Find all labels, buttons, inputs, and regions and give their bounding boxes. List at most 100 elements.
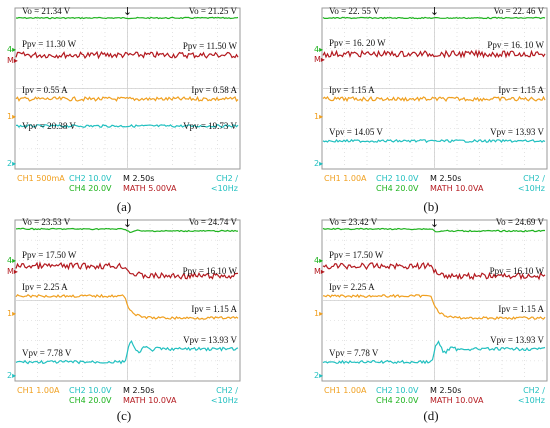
trace-ipv	[15, 293, 239, 320]
scope-d: ↓ 4▸ M▸ 1▸ 2▸ Vo = 23.42 V Vo = 24.69 V Ppv = 1…	[314, 217, 548, 404]
readout-ch4: CH4 20.0V	[376, 396, 419, 404]
label-vo-left: Vo = 22. 55 V	[329, 6, 380, 16]
label-ipv-right: Ipv = 0.58 A	[191, 85, 237, 95]
readout-ch2: CH2 10.0V	[69, 386, 112, 395]
panel-d: ↓ 4▸ M▸ 1▸ 2▸ Vo = 23.42 V Vo = 24.69 V Ppv = 1…	[312, 216, 550, 428]
label-ppv-left: Ppv = 17.50 W	[22, 250, 77, 260]
channel-marker-1: 1▸	[314, 112, 323, 121]
trigger-arrow-icon: ↓	[123, 217, 132, 230]
label-vpv-left: Vpv = 7.78 V	[329, 348, 379, 358]
label-vo-left: Vo = 23.53 V	[22, 217, 71, 227]
trace-vo	[15, 227, 239, 234]
channel-marker-1: 1▸	[314, 309, 323, 318]
channel-marker-4: 4▸	[7, 256, 16, 265]
readout-bandwidth: <10Hz	[211, 184, 238, 192]
trace-vpv	[322, 340, 546, 365]
panel-a: ↓ 4▸ M▸ 1▸ 2▸ Vo = 21.34 V Vo = 21.25 V Ppv = 1…	[5, 4, 243, 216]
scope-c: ↓ 4▸ M▸ 1▸ 2▸ Vo = 23.53 V Vo = 24.74 V Ppv = 1…	[7, 217, 241, 404]
label-ipv-right: Ipv = 1.15 A	[498, 85, 544, 95]
trace-vpv	[322, 138, 546, 144]
channel-marker-M: M▸	[314, 55, 325, 64]
readout-ch2: CH2 10.0V	[376, 174, 419, 183]
label-ppv-left: Ppv = 16. 20 W	[329, 38, 386, 48]
label-vpv-right: Vpv = 13.93 V	[490, 127, 544, 137]
channel-marker-1: 1▸	[7, 309, 16, 318]
panel-c: ↓ 4▸ M▸ 1▸ 2▸ Vo = 23.53 V Vo = 24.74 V Ppv = 1…	[5, 216, 243, 428]
label-vpv-left: Vpv = 7.78 V	[22, 348, 72, 358]
trace-ppv	[322, 261, 546, 281]
trace-ipv	[15, 95, 239, 102]
readout-ch4: CH4 20.0V	[69, 184, 112, 192]
label-ipv-right: Ipv = 1.15 A	[498, 304, 544, 314]
channel-marker-4: 4▸	[7, 45, 16, 54]
readout-ch2: CH2 10.0V	[69, 174, 112, 183]
readout-trigger: CH2 ∕	[523, 174, 545, 183]
readout-bandwidth: <10Hz	[518, 396, 545, 404]
channel-marker-M: M▸	[314, 267, 325, 276]
label-vpv-left: Vpv = 20.38 V	[22, 121, 76, 131]
readout-bandwidth: <10Hz	[518, 184, 545, 192]
channel-marker-2: 2▸	[314, 159, 323, 168]
readout-trigger: CH2 ∕	[523, 386, 545, 395]
readout-time: M 2.50s	[430, 174, 461, 183]
trace-ipv	[322, 95, 546, 103]
readout-ch1: CH1 500mA	[17, 174, 65, 183]
label-vo-right: Vo = 22. 46 V	[493, 6, 544, 16]
caption-c: (c)	[116, 408, 132, 423]
readout-math: MATH 10.0VA	[430, 184, 484, 192]
trace-ppv	[15, 50, 239, 60]
trace-ppv	[15, 261, 239, 280]
readout-ch2: CH2 10.0V	[376, 386, 419, 395]
trigger-arrow-icon: ↓	[430, 217, 439, 230]
label-ppv-right: Ppv = 11.50 W	[183, 41, 238, 51]
scope-b: ↓ 4▸M▸ 1▸ 2▸ Vo = 22. 55 V Vo = 22. 46 V Ppv =…	[314, 5, 548, 192]
caption-d: (d)	[423, 408, 439, 423]
channel-marker-M: M▸	[7, 56, 18, 65]
label-ppv-right: Ppv = 16. 10 W	[487, 40, 544, 50]
trace-ppv	[322, 49, 546, 59]
readout-time: M 2.50s	[123, 174, 154, 183]
trace-ipv	[322, 293, 546, 320]
label-ppv-left: Ppv = 17.50 W	[329, 250, 384, 260]
channel-marker-1: 1▸	[7, 112, 16, 121]
label-ipv-left: Ipv = 1.15 A	[329, 85, 375, 95]
scope-a: ↓ 4▸ M▸ 1▸ 2▸ Vo = 21.34 V Vo = 21.25 V Ppv = 1…	[7, 5, 241, 192]
label-ppv-right: Ppv = 16.10 W	[490, 266, 545, 276]
readout-ch4: CH4 20.0V	[69, 396, 112, 404]
channel-marker-2: 2▸	[314, 371, 323, 380]
trace-vo	[322, 16, 546, 20]
caption-a: (a)	[116, 199, 132, 214]
trigger-arrow-icon: ↓	[123, 5, 132, 18]
trigger-arrow-icon: ↓	[430, 5, 439, 18]
label-vo-right: Vo = 24.69 V	[496, 217, 545, 227]
label-ipv-right: Ipv = 1.15 A	[191, 304, 237, 314]
trace-vo	[322, 227, 545, 233]
readout-ch4: CH4 20.0V	[376, 184, 419, 192]
trace-vo	[15, 16, 239, 20]
label-ppv-right: Ppv = 16.10 W	[183, 266, 238, 276]
readout-trigger: CH2 ∕	[216, 386, 238, 395]
label-ppv-left: Ppv = 11.30 W	[22, 39, 77, 49]
label-vpv-right: Vpv = 13.93 V	[183, 335, 237, 345]
label-vo-left: Vo = 21.34 V	[22, 6, 71, 16]
readout-math: MATH 10.0VA	[123, 396, 177, 404]
readout-time: M 2.50s	[123, 386, 154, 395]
channel-marker-4: 4▸	[314, 256, 323, 265]
channel-marker-4: 4▸	[314, 45, 323, 54]
label-vo-right: Vo = 21.25 V	[189, 6, 238, 16]
label-ipv-left: Ipv = 2.25 A	[329, 282, 375, 292]
trace-vpv	[15, 339, 239, 365]
label-vpv-right: Vpv = 19.73 V	[183, 121, 237, 131]
readout-ch1: CH1 1.00A	[324, 386, 367, 395]
readout-ch1: CH1 1.00A	[17, 386, 60, 395]
readout-ch1: CH1 1.00A	[324, 174, 367, 183]
label-vo-left: Vo = 23.42 V	[329, 217, 378, 227]
readout-trigger: CH2 ∕	[216, 174, 238, 183]
channel-marker-2: 2▸	[7, 159, 16, 168]
readout-bandwidth: <10Hz	[211, 396, 238, 404]
channel-marker-2: 2▸	[7, 371, 16, 380]
trace-vpv	[16, 124, 239, 129]
label-ipv-left: Ipv = 2.25 A	[22, 282, 68, 292]
label-vo-right: Vo = 24.74 V	[189, 217, 238, 227]
readout-time: M 2.50s	[430, 386, 461, 395]
